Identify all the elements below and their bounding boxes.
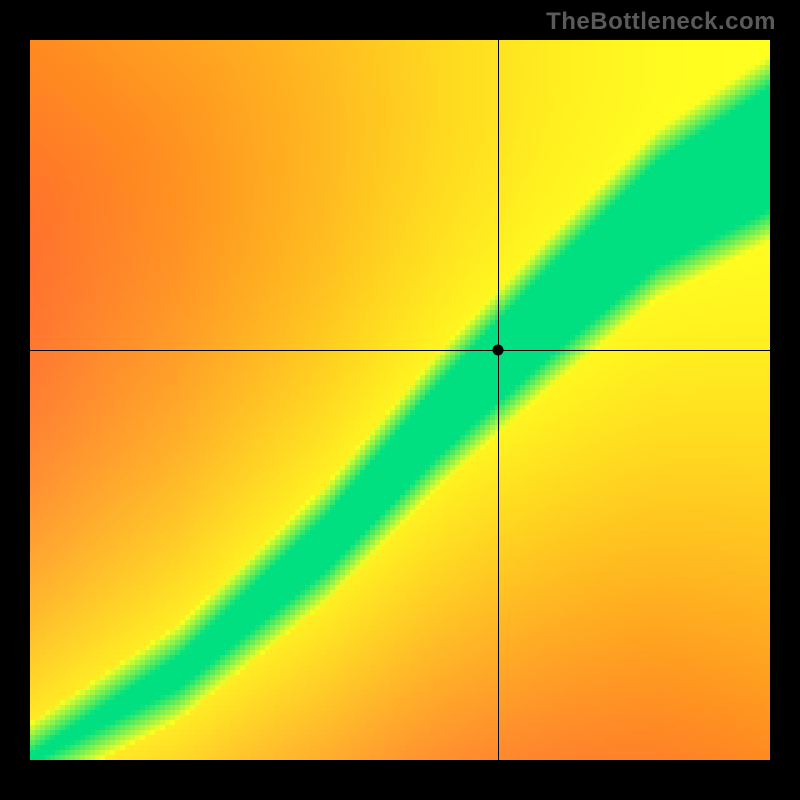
heatmap-canvas <box>30 40 770 760</box>
watermark-text: TheBottleneck.com <box>546 8 776 36</box>
chart-frame: TheBottleneck.com <box>0 0 800 800</box>
plot-area <box>30 40 770 760</box>
